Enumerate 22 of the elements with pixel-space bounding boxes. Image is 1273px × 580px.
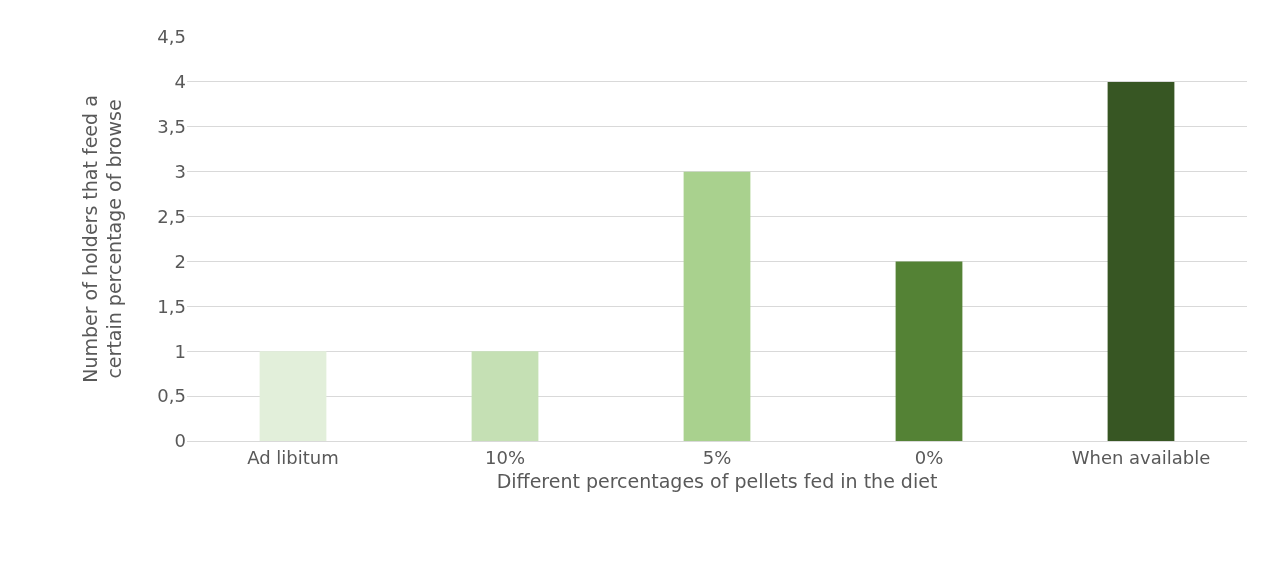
bar <box>683 171 751 441</box>
y-tick-label: 3,5 <box>157 116 186 138</box>
y-tick-label: 3 <box>174 160 186 182</box>
y-tick-label: 0 <box>174 430 186 452</box>
bar <box>895 261 963 441</box>
bar <box>471 351 539 441</box>
x-tick-label: 0% <box>914 446 944 468</box>
bar <box>259 351 327 441</box>
y-tick-label: 1,5 <box>157 295 186 317</box>
y-axis-title: Number of holders that feed a certain percentage of browse <box>78 95 126 383</box>
x-tick-label: Ad libitum <box>247 446 339 468</box>
bar <box>1107 81 1175 441</box>
x-tick-label: 5% <box>702 446 732 468</box>
y-tick-label: 2 <box>174 250 186 272</box>
y-tick-label: 0,5 <box>157 385 186 407</box>
y-tick-label: 1 <box>174 340 186 362</box>
y-tick-label: 4,5 <box>157 26 186 48</box>
y-tick-label: 2,5 <box>157 205 186 227</box>
x-tick-label: When available <box>1071 446 1211 468</box>
x-axis-title: Different percentages of pellets fed in the diet <box>496 470 938 493</box>
x-tick-label: 10% <box>484 446 526 468</box>
y-tick-label: 4 <box>174 71 186 93</box>
